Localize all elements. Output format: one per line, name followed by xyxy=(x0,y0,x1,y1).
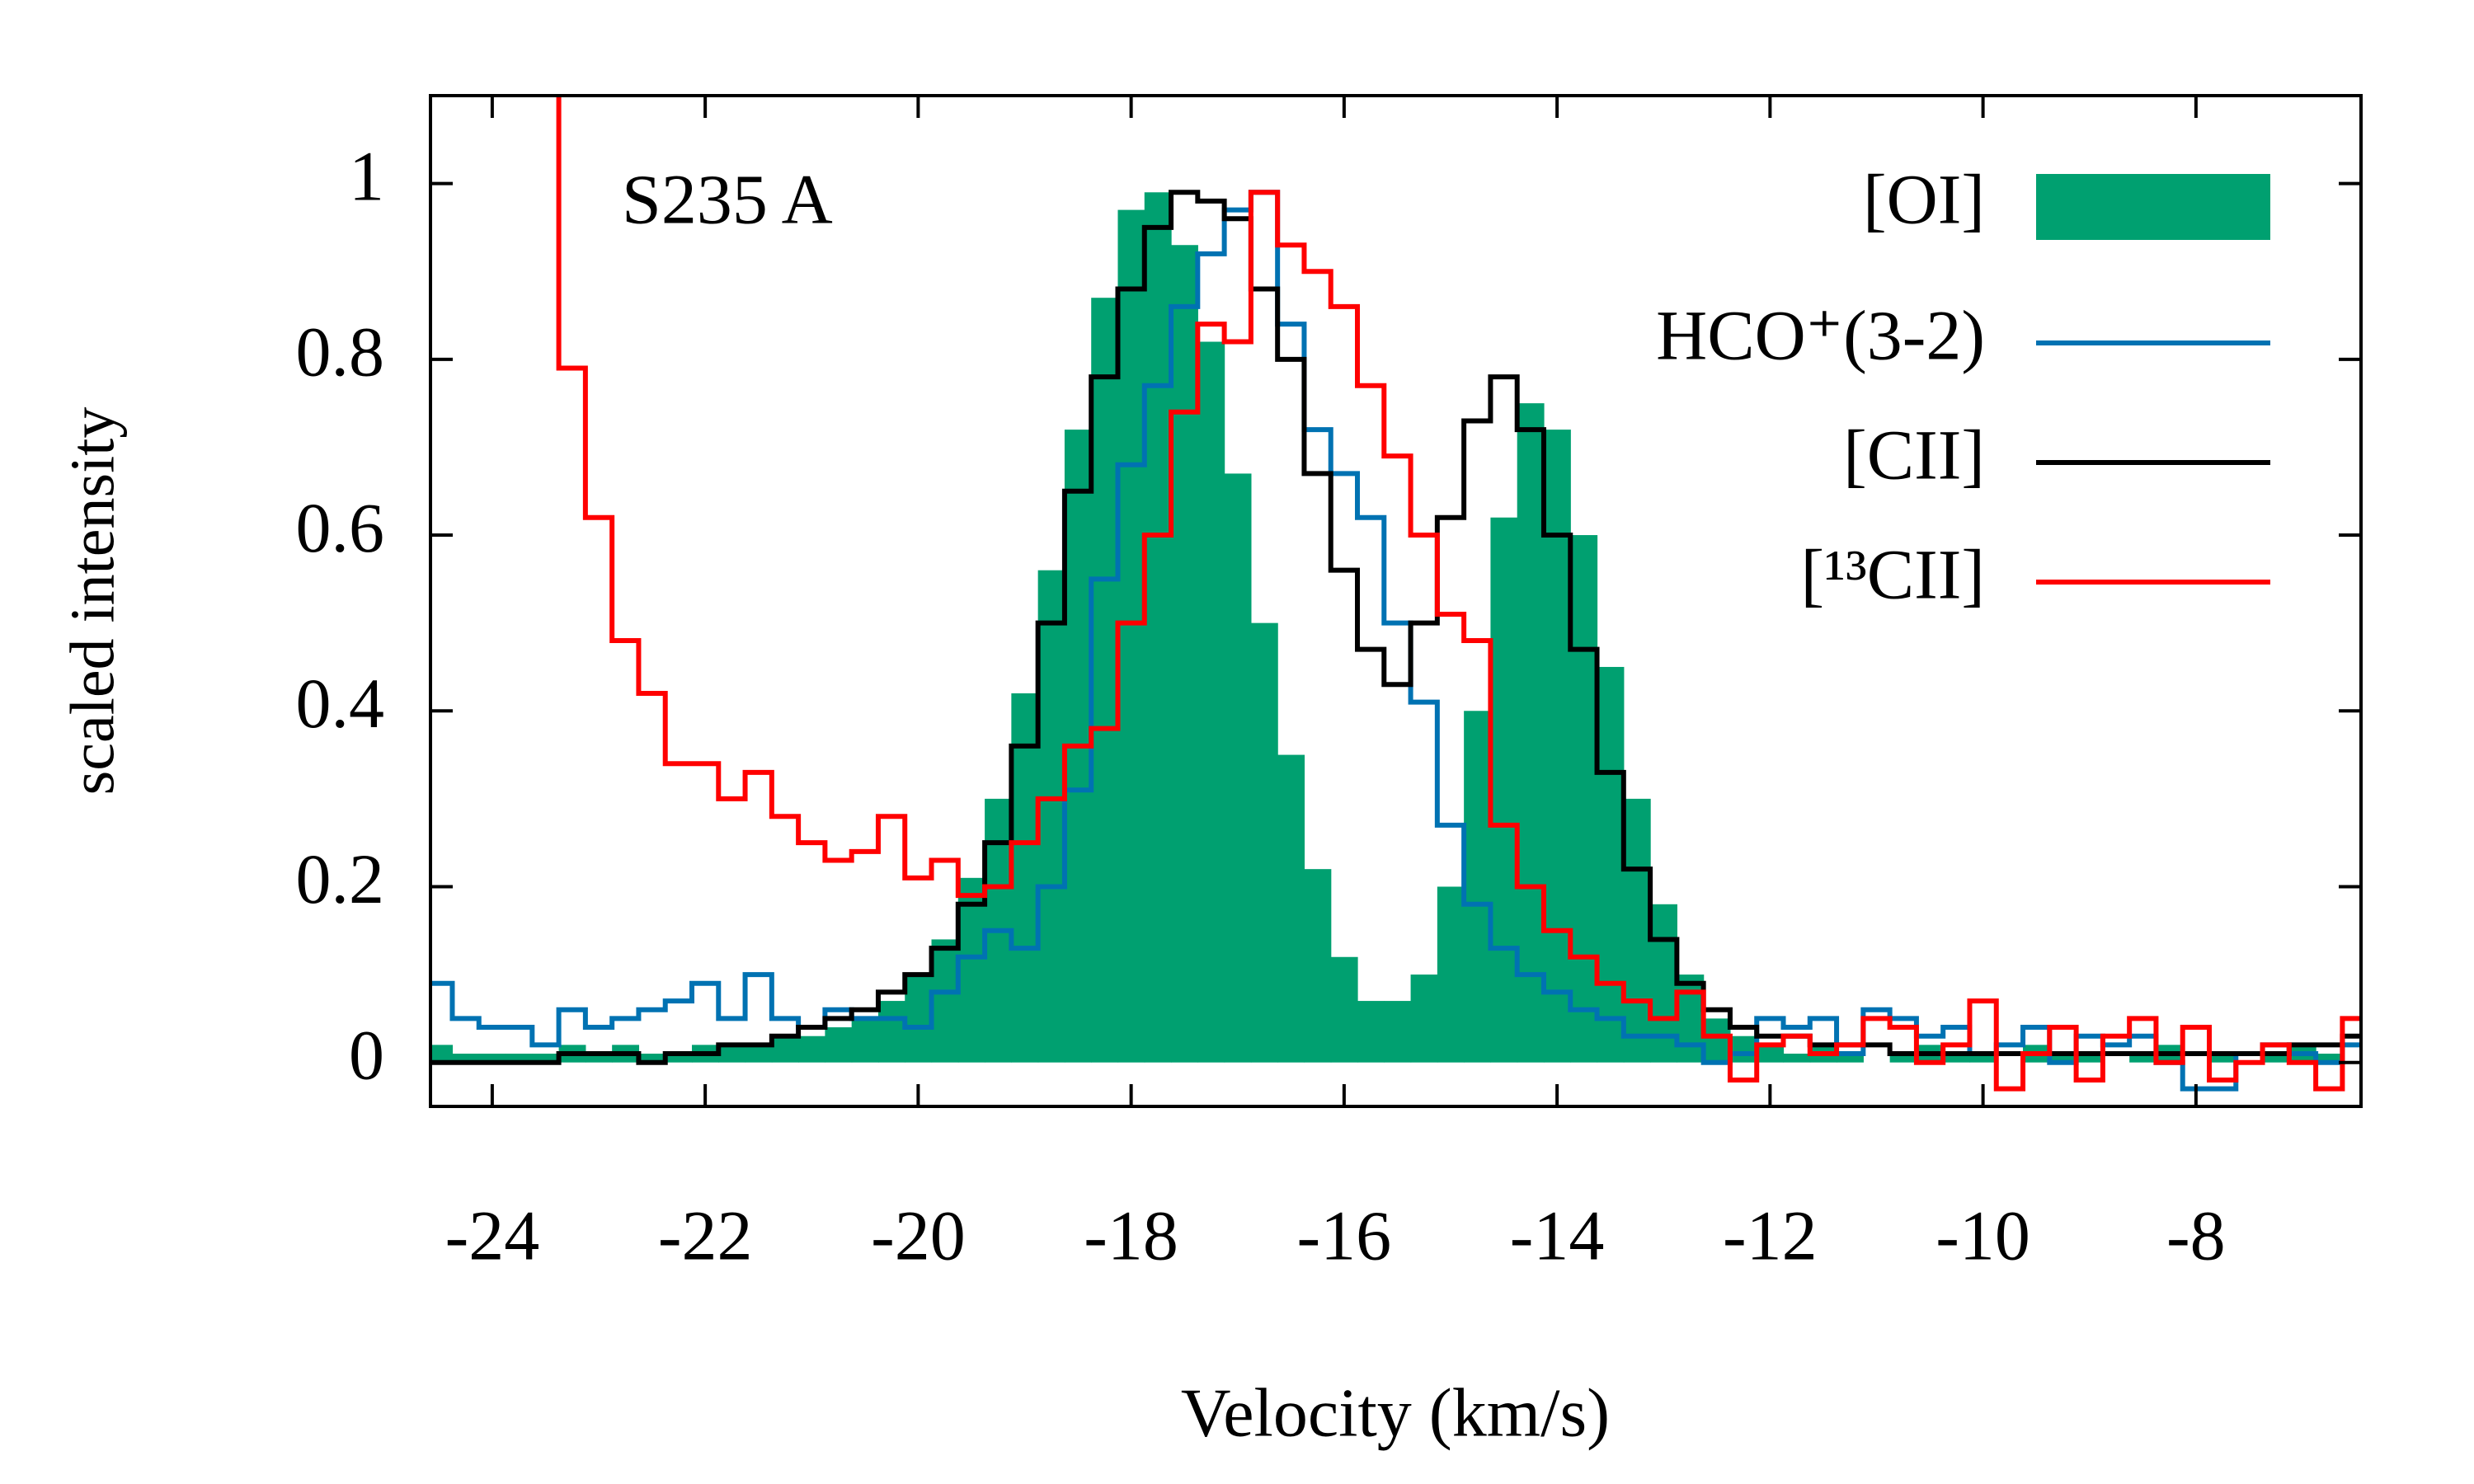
bar xyxy=(1703,1018,1731,1063)
bar xyxy=(1943,1054,1971,1063)
bar xyxy=(1517,403,1545,1063)
bar xyxy=(1144,192,1172,1063)
x-tick-label: -10 xyxy=(1935,1196,2030,1275)
bar xyxy=(1171,245,1198,1063)
bar xyxy=(532,1054,560,1063)
x-tick-label: -12 xyxy=(1723,1196,1818,1275)
bar xyxy=(1250,622,1278,1063)
bar xyxy=(851,1018,879,1063)
legend-label: HCO⁺(3-2) xyxy=(1656,296,1985,375)
x-tick-label: -8 xyxy=(2166,1196,2226,1275)
x-tick-label: -16 xyxy=(1297,1196,1392,1275)
bar xyxy=(1384,1001,1412,1063)
bar xyxy=(1757,1045,1785,1063)
bar xyxy=(1091,298,1119,1063)
bar xyxy=(825,1027,853,1063)
bar xyxy=(1357,1001,1385,1063)
bar xyxy=(1837,1054,1864,1063)
bar xyxy=(2262,1054,2290,1063)
plot-area xyxy=(430,96,2361,1092)
bar xyxy=(2076,1054,2104,1063)
x-tick-label: -20 xyxy=(871,1196,966,1275)
bar xyxy=(1729,1036,1757,1063)
y-tick-label: 0.4 xyxy=(296,664,385,743)
bar xyxy=(506,1054,533,1063)
x-tick-label: -14 xyxy=(1510,1196,1605,1275)
bar xyxy=(771,1036,799,1063)
y-tick-label: 0.6 xyxy=(296,488,385,567)
bar xyxy=(1330,956,1358,1063)
bar xyxy=(931,939,959,1063)
bar xyxy=(2129,1054,2157,1063)
legend-swatch xyxy=(2036,174,2270,240)
bar xyxy=(1197,341,1225,1063)
bar xyxy=(1889,1054,1917,1063)
legend-label: [OI] xyxy=(1863,160,1985,239)
bar xyxy=(1650,904,1677,1063)
bar xyxy=(2049,1054,2077,1063)
bar xyxy=(1304,869,1332,1063)
bar xyxy=(1490,517,1518,1063)
bar xyxy=(478,1054,506,1063)
y-tick-label: 0 xyxy=(349,1015,384,1094)
bar xyxy=(2208,1054,2236,1063)
y-axis-label: scaled intensity xyxy=(58,407,127,796)
legend-label: [¹³CII] xyxy=(1801,535,1985,614)
x-tick-label: -18 xyxy=(1084,1196,1178,1275)
y-tick-label: 1 xyxy=(349,136,384,215)
annotation: S235 A xyxy=(622,160,833,239)
bar xyxy=(745,1045,773,1063)
bar xyxy=(1277,754,1305,1063)
bar xyxy=(1570,535,1598,1063)
bar xyxy=(1969,1054,1997,1063)
y-tick-label: 0.8 xyxy=(296,312,385,392)
step-line xyxy=(430,190,2361,1065)
bar xyxy=(1464,711,1492,1063)
bar xyxy=(877,1001,905,1063)
bar xyxy=(665,1054,693,1063)
bar xyxy=(452,1054,480,1063)
bar xyxy=(1783,1054,1811,1063)
bar xyxy=(798,1036,826,1063)
bar xyxy=(957,877,985,1063)
y-tick-label: 0.2 xyxy=(296,839,385,918)
step-line xyxy=(430,190,2361,1092)
bar xyxy=(1437,886,1465,1063)
bar xyxy=(1037,570,1065,1063)
bar xyxy=(1543,430,1571,1063)
bar xyxy=(430,1045,454,1063)
legend-label: [CII] xyxy=(1843,416,1985,495)
bar xyxy=(638,1054,666,1063)
bar xyxy=(1410,974,1438,1063)
bar xyxy=(718,1045,746,1063)
bar xyxy=(1117,209,1145,1063)
x-tick-label: -22 xyxy=(658,1196,753,1275)
bar xyxy=(1623,798,1651,1063)
bar xyxy=(905,974,933,1063)
step-line xyxy=(556,96,2361,1092)
x-axis-label: Velocity (km/s) xyxy=(1181,1374,1610,1451)
x-tick-label: -24 xyxy=(445,1196,540,1275)
bar xyxy=(1677,974,1705,1063)
bar xyxy=(1597,666,1625,1063)
plot-frame xyxy=(429,94,2363,1108)
bar xyxy=(2316,1054,2344,1063)
bar xyxy=(585,1054,613,1063)
bar xyxy=(1224,473,1252,1063)
bar xyxy=(1011,693,1039,1063)
